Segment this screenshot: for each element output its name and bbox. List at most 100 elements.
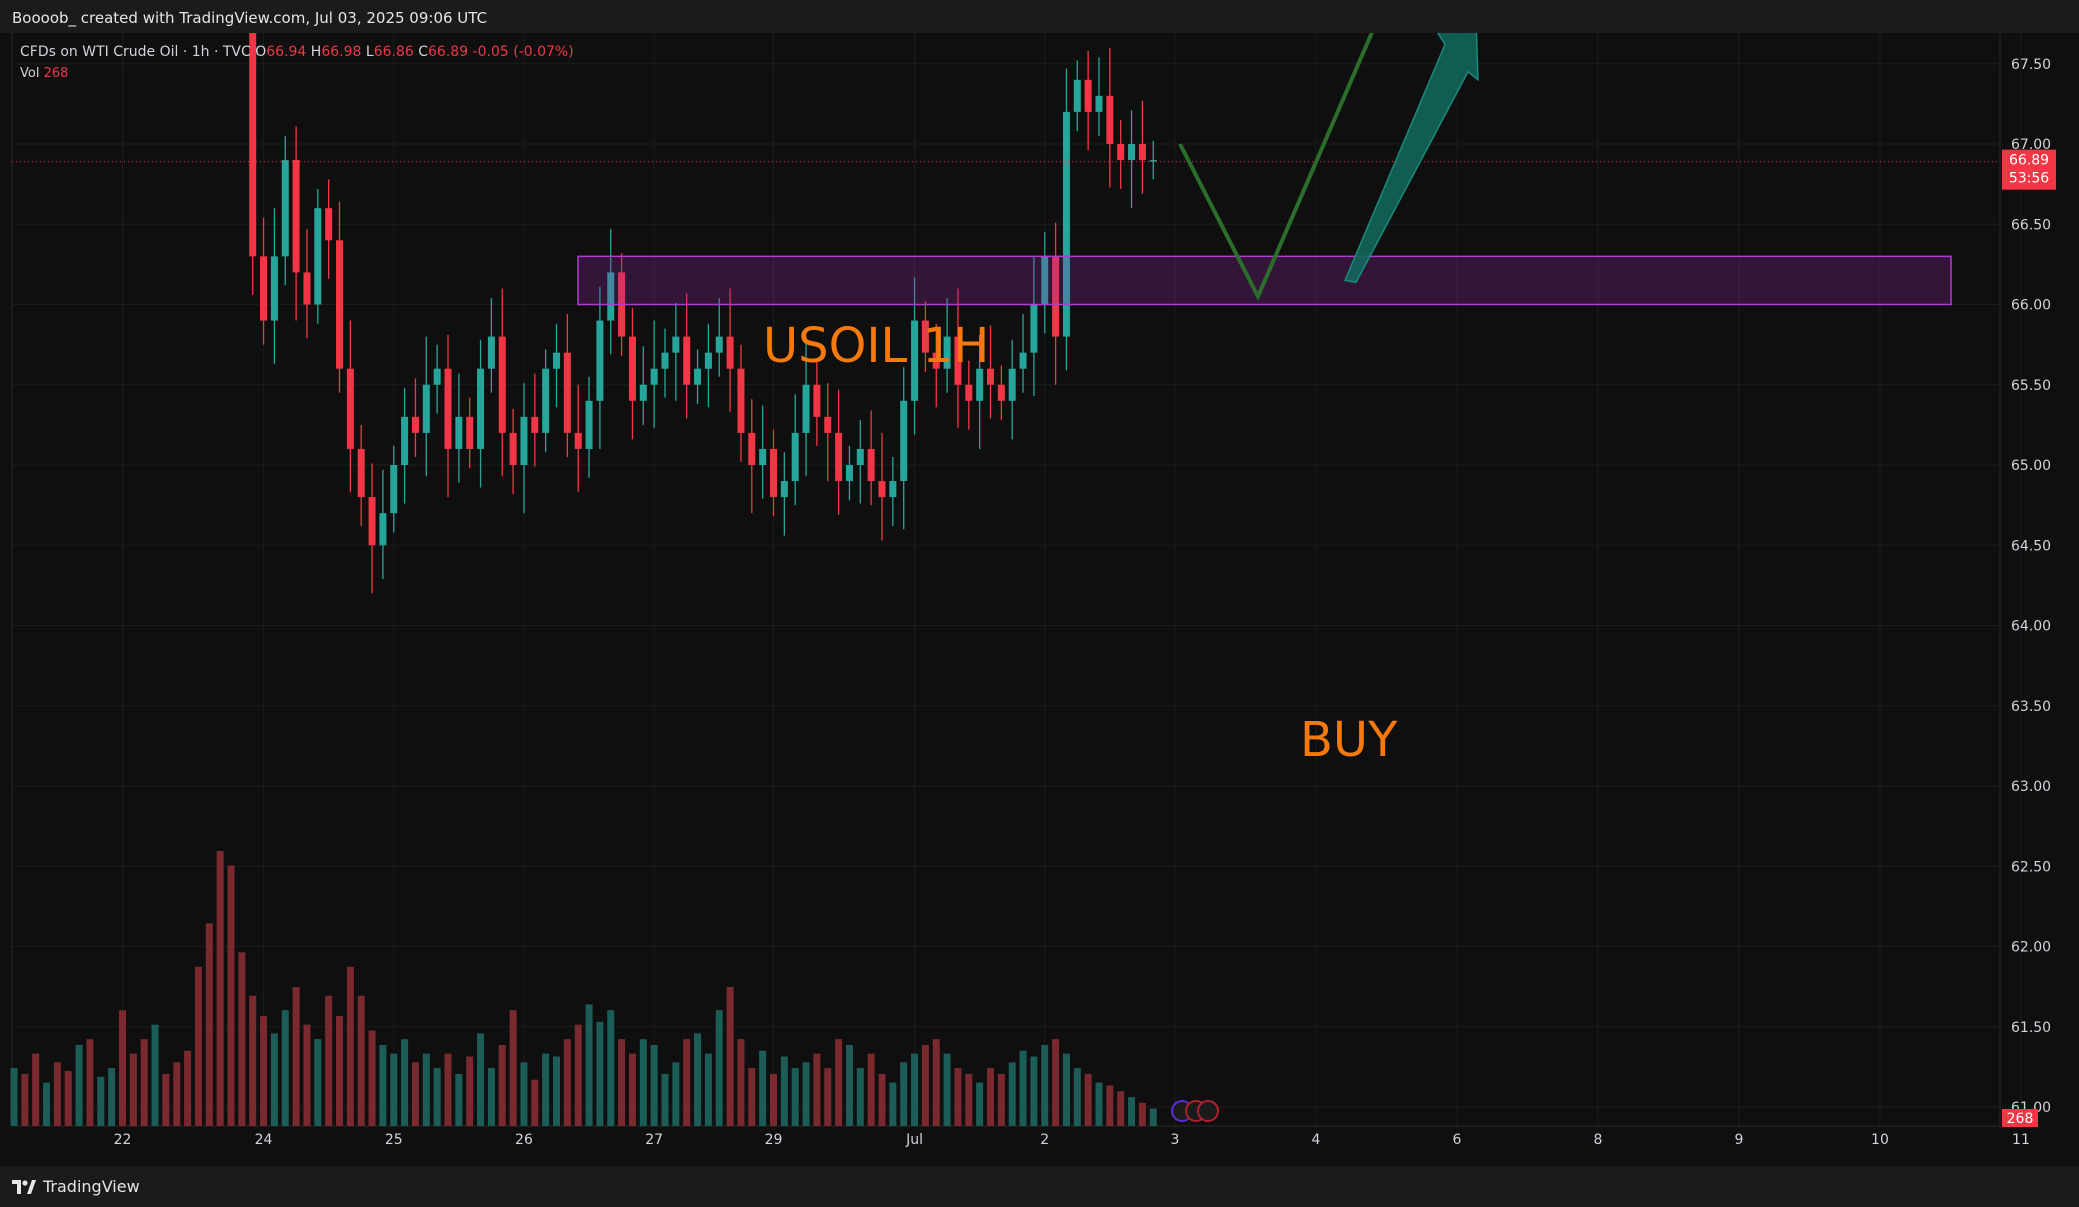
volume-bar — [704, 1053, 712, 1126]
candle-body — [379, 513, 387, 546]
candle-body — [628, 336, 636, 401]
volume-bar — [162, 1073, 170, 1126]
volume-bar — [86, 1039, 94, 1126]
candle-body — [260, 256, 268, 321]
countdown-label: 53:56 — [2009, 171, 2049, 187]
candle-body — [303, 272, 311, 305]
candle-body — [900, 400, 908, 482]
volume-bar — [835, 1039, 843, 1126]
volume-bar — [780, 1056, 788, 1126]
price-tick-label: 62.50 — [2011, 859, 2051, 875]
volume-label: Vol — [20, 66, 40, 81]
candle-body — [856, 448, 864, 465]
chart-credit: Boooob_ created with TradingView.com, Ju… — [12, 9, 488, 27]
candle-body — [726, 336, 734, 369]
volume-bar — [1019, 1050, 1027, 1126]
volume-bar — [563, 1039, 571, 1126]
time-tick-label: Jul — [905, 1132, 923, 1148]
high-value: 66.98 — [321, 44, 362, 60]
open-value: 66.94 — [266, 44, 307, 60]
time-tick-label: 24 — [255, 1132, 273, 1148]
candle-body — [845, 465, 853, 482]
high-label: H — [310, 44, 322, 60]
volume-bar — [336, 1016, 343, 1126]
volume-bar — [759, 1050, 767, 1126]
volume-bar — [97, 1076, 105, 1126]
time-tick-label: 2 — [1040, 1132, 1049, 1148]
candle-body — [314, 208, 322, 305]
brand-name: TradingView — [43, 1177, 140, 1196]
volume-bar — [498, 1044, 506, 1126]
price-tick-label: 67.50 — [2011, 57, 2051, 73]
candle-body — [770, 448, 777, 498]
volume-bar — [650, 1044, 658, 1126]
candle-body — [987, 368, 994, 385]
time-tick-label: 22 — [114, 1132, 132, 1148]
volume-bar — [444, 1053, 452, 1126]
price-chart[interactable]: 74.0073.5073.0072.5072.0071.5071.0070.50… — [0, 33, 2079, 1166]
candle-body — [466, 416, 474, 449]
volume-bar — [932, 1039, 940, 1126]
candle-body — [498, 336, 506, 433]
candle-body — [1073, 79, 1081, 112]
volume-bar — [531, 1079, 539, 1126]
volume-bar — [292, 987, 300, 1126]
time-tick-label: 11 — [2012, 1132, 2030, 1148]
projection-arrow — [1343, 33, 1479, 284]
price-tick-label: 64.50 — [2011, 538, 2051, 554]
candle-body — [1117, 144, 1125, 161]
candle-body — [661, 352, 669, 369]
volume-bar — [520, 1062, 528, 1126]
footer-bar: TradingView — [0, 1166, 2079, 1207]
volume-bar — [802, 1062, 810, 1126]
volume-bar — [813, 1053, 821, 1126]
candle-body — [281, 160, 289, 257]
candle-body — [672, 336, 680, 353]
candle-body — [422, 384, 430, 433]
volume-bar — [205, 923, 213, 1126]
volume-bar — [607, 1010, 615, 1126]
volume-bar — [10, 1068, 18, 1126]
close-label: C — [418, 44, 429, 60]
volume-bar — [509, 1010, 517, 1126]
candle-body — [932, 352, 940, 369]
buy-annotation[interactable]: BUY — [1300, 712, 1398, 768]
candle-body — [835, 432, 843, 482]
volume-bar — [238, 952, 246, 1126]
candle-body — [455, 416, 463, 449]
candle-body — [477, 368, 485, 449]
volume-bar — [64, 1071, 72, 1126]
volume-bar — [184, 1050, 192, 1126]
volume-bar — [21, 1073, 29, 1126]
volume-bar — [694, 1033, 702, 1126]
volume-bar — [1149, 1108, 1157, 1126]
close-value: 66.89 — [428, 44, 469, 60]
time-tick-label: 10 — [1871, 1132, 1889, 1148]
candle-body — [1128, 144, 1136, 161]
price-tick-label: 65.50 — [2011, 378, 2051, 394]
volume-bar — [270, 1033, 278, 1126]
chart-title-annotation[interactable]: USOIL 1H — [763, 318, 990, 374]
volume-bar — [1084, 1073, 1092, 1126]
tradingview-brand[interactable]: TradingView — [12, 1177, 140, 1196]
volume-bar — [151, 1024, 159, 1126]
volume-bar — [921, 1044, 929, 1126]
candle-body — [1084, 79, 1092, 112]
candle-body — [878, 481, 886, 498]
candle-body — [889, 481, 897, 498]
volume-bar — [1073, 1068, 1081, 1126]
volume-bar — [281, 1010, 289, 1126]
volume-bar — [303, 1024, 311, 1126]
candle-body — [1149, 160, 1157, 162]
volume-bar — [1041, 1044, 1049, 1126]
candle-body — [921, 320, 929, 353]
volume-legend: Vol 268 — [20, 66, 68, 81]
candle-body — [976, 368, 984, 401]
candle-body — [683, 336, 691, 385]
volume-bar — [585, 1004, 593, 1126]
candle-body — [509, 432, 517, 465]
volume-bar — [260, 1016, 268, 1126]
candle-body — [531, 416, 539, 433]
time-tick-label: 29 — [765, 1132, 783, 1148]
candle-body — [1062, 111, 1070, 337]
